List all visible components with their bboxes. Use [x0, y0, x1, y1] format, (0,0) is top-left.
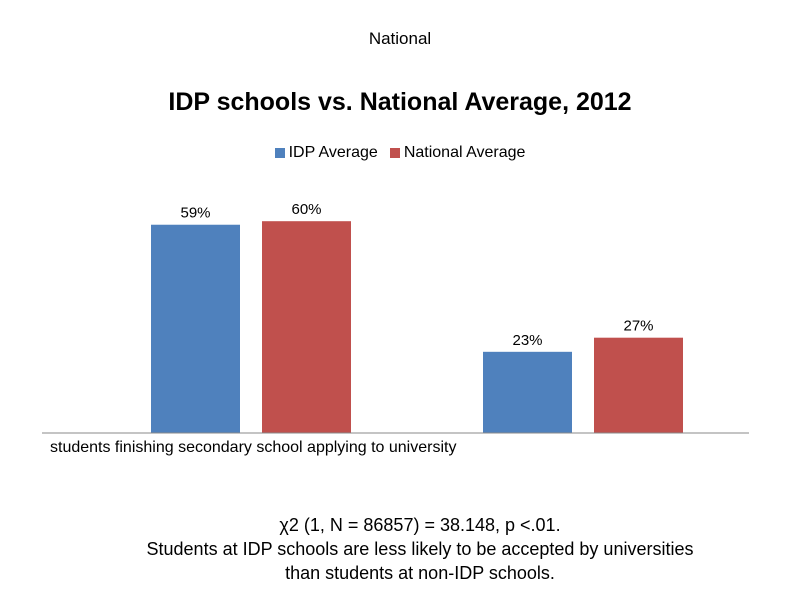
legend-swatch-national-average — [389, 148, 400, 158]
legend-label-idp-average: IDP Average — [288, 144, 378, 161]
data-label-idp-average-1: 23% — [512, 332, 542, 349]
data-label-national-average-1: 27% — [623, 318, 653, 335]
data-label-national-average-0: 60% — [291, 201, 321, 218]
bar-idp-average-1 — [483, 351, 572, 433]
bar-idp-average-0 — [151, 224, 240, 433]
legend-swatch-idp-average — [274, 148, 285, 158]
bar-national-average-1 — [594, 337, 683, 433]
chart-title: IDP schools vs. National Average, 2012 — [168, 88, 632, 116]
legend-item-idp-average: IDP Average — [274, 144, 378, 162]
conclusion-line-2: than students at non-IDP schools. — [285, 563, 555, 583]
legend: IDP Average National Average — [0, 144, 800, 162]
chi-square-statistic: χ2 (1, N = 86857) = 38.148, p <.01. — [279, 515, 561, 535]
legend-label-national-average: National Average — [403, 144, 526, 161]
data-label-idp-average-0: 59% — [180, 205, 210, 222]
legend-item-national-average: National Average — [389, 144, 526, 162]
category-label-0: students finishing secondary school appl… — [50, 439, 456, 456]
conclusion-text: Students at IDP schools are less likely … — [0, 537, 800, 585]
bar-national-average-0 — [262, 221, 351, 433]
top-label: National — [368, 29, 432, 48]
conclusion-line-1: Students at IDP schools are less likely … — [146, 539, 694, 559]
